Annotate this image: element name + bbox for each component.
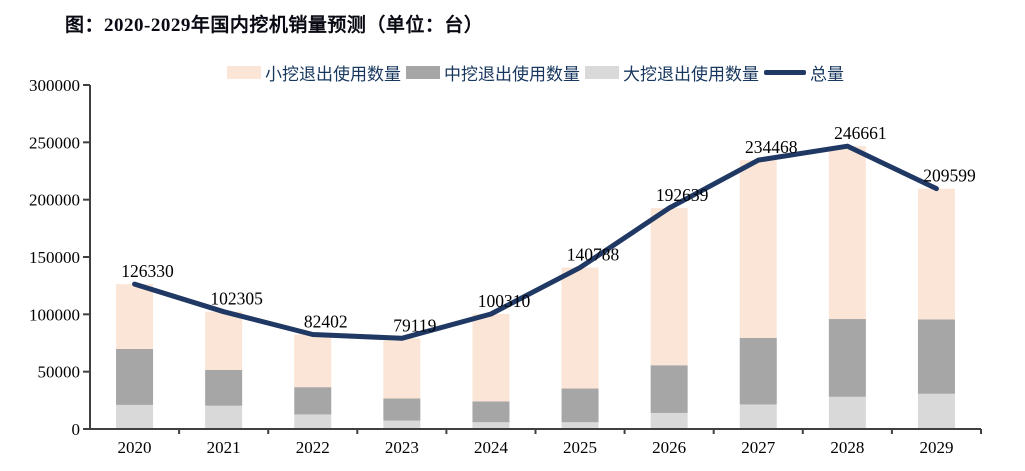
bar-segment bbox=[294, 387, 332, 415]
legend-label-medium-excavator: 中挖退出使用数量 bbox=[444, 64, 580, 84]
total-data-label: 126330 bbox=[121, 261, 174, 281]
total-data-label: 79119 bbox=[393, 315, 436, 335]
bar-segment bbox=[383, 338, 421, 399]
legend-swatch-small-excavator bbox=[227, 65, 261, 79]
legend-item-small-excavator: 小挖退出使用数量 bbox=[227, 60, 401, 85]
bar-segment bbox=[116, 284, 154, 349]
y-axis-tick-label: 50000 bbox=[38, 363, 81, 382]
x-axis-category-label: 2024 bbox=[474, 438, 509, 457]
legend-line-swatch-total bbox=[764, 69, 806, 75]
bar-segment bbox=[917, 188, 955, 320]
bar-segment bbox=[828, 319, 866, 397]
bar-segment bbox=[116, 348, 154, 405]
legend-label-small-excavator: 小挖退出使用数量 bbox=[265, 64, 401, 84]
bar-segment bbox=[828, 396, 866, 429]
legend-item-large-excavator: 大挖退出使用数量 bbox=[585, 60, 759, 85]
x-axis-category-label: 2027 bbox=[741, 438, 776, 457]
total-data-label: 234468 bbox=[745, 137, 798, 157]
y-axis-tick-label: 200000 bbox=[29, 191, 80, 210]
bar-segment bbox=[472, 422, 510, 429]
legend-label-large-excavator: 大挖退出使用数量 bbox=[623, 64, 759, 84]
x-axis-category-label: 2022 bbox=[296, 438, 330, 457]
x-axis-category-label: 2021 bbox=[207, 438, 241, 457]
x-axis-category-label: 2020 bbox=[118, 438, 152, 457]
bar-segment bbox=[739, 404, 777, 429]
y-axis-tick-label: 250000 bbox=[29, 133, 80, 152]
bar-segment bbox=[205, 370, 243, 406]
y-axis-tick-label: 0 bbox=[72, 420, 81, 439]
bar-segment bbox=[472, 313, 510, 402]
total-data-label: 102305 bbox=[210, 289, 263, 309]
x-axis-category-label: 2023 bbox=[385, 438, 419, 457]
bar-segment bbox=[739, 160, 777, 338]
bar-segment bbox=[561, 388, 599, 423]
chart-title: 图：2020-2029年国内挖机销量预测（单位：台） bbox=[65, 15, 484, 36]
total-data-label: 209599 bbox=[923, 166, 976, 186]
bar-segment bbox=[294, 334, 332, 388]
bar-segment bbox=[205, 311, 243, 371]
total-data-label: 82402 bbox=[304, 312, 348, 332]
y-axis-tick-label: 100000 bbox=[29, 305, 80, 324]
total-line bbox=[132, 143, 939, 341]
bar-segment bbox=[650, 208, 688, 366]
chart-legend: 小挖退出使用数量 中挖退出使用数量 大挖退出使用数量 总量 bbox=[90, 60, 981, 84]
bar-segment bbox=[561, 422, 599, 429]
legend-item-total-line: 总量 bbox=[764, 60, 844, 85]
bar-segment bbox=[472, 401, 510, 423]
total-data-label: 246661 bbox=[834, 123, 887, 143]
legend-swatch-large-excavator bbox=[585, 65, 619, 79]
bar-segment bbox=[917, 393, 955, 429]
bar-segment bbox=[739, 337, 777, 405]
bar-segment bbox=[294, 414, 332, 429]
bar-segment bbox=[650, 412, 688, 429]
legend-swatch-medium-excavator bbox=[406, 65, 440, 79]
x-axis-category-label: 2029 bbox=[919, 438, 953, 457]
y-axis-tick-label: 300000 bbox=[29, 76, 80, 95]
x-axis-category-label: 2026 bbox=[652, 438, 686, 457]
bar-segment bbox=[561, 267, 599, 389]
bar-segment bbox=[828, 146, 866, 320]
bar-segment bbox=[650, 365, 688, 413]
bar-segment bbox=[116, 404, 154, 429]
legend-label-total: 总量 bbox=[810, 64, 844, 84]
legend-item-medium-excavator: 中挖退出使用数量 bbox=[406, 60, 580, 85]
bar-segment bbox=[383, 398, 421, 421]
bar-segment bbox=[383, 420, 421, 429]
bar-segment bbox=[917, 319, 955, 394]
total-data-label: 140788 bbox=[567, 245, 620, 265]
x-axis-category-label: 2025 bbox=[563, 438, 597, 457]
bar-segment bbox=[205, 405, 243, 429]
x-axis-category-label: 2028 bbox=[830, 438, 864, 457]
total-data-label: 100310 bbox=[478, 291, 531, 311]
y-axis-tick-label: 150000 bbox=[29, 248, 80, 267]
total-data-label: 192639 bbox=[656, 185, 709, 205]
